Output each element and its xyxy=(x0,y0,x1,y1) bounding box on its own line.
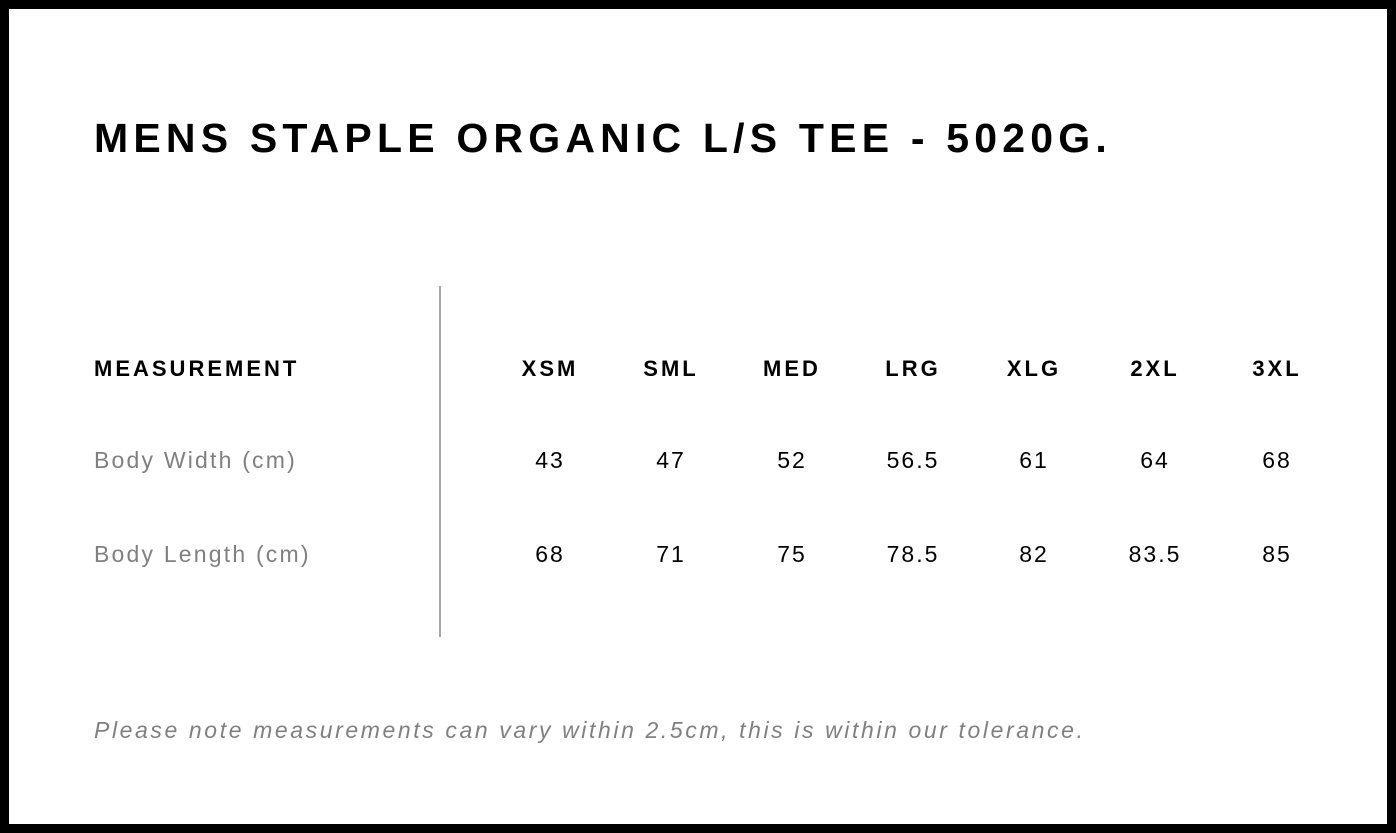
table-cell: 75 xyxy=(777,541,807,567)
page-title: MENS STAPLE ORGANIC L/S TEE - 5020G. xyxy=(94,115,1112,161)
size-header-3xl: 3XL xyxy=(1252,356,1302,381)
tolerance-note: Please note measurements can vary within… xyxy=(94,717,1086,743)
size-header-xlg: XLG xyxy=(1006,356,1062,381)
table-cell: 83.5 xyxy=(1128,541,1182,567)
table-cell: 56.5 xyxy=(886,447,940,473)
size-header-lrg: LRG xyxy=(885,356,941,381)
table-cell: 52 xyxy=(777,447,807,473)
size-header-sml: SML xyxy=(643,356,699,381)
row-label: Body Length (cm) xyxy=(94,541,311,567)
table-cell: 43 xyxy=(535,447,565,473)
table-cell: 61 xyxy=(1019,447,1049,473)
table-cell: 78.5 xyxy=(886,541,940,567)
measurement-header: MEASUREMENT xyxy=(94,356,300,381)
table-cell: 47 xyxy=(656,447,686,473)
table-cell: 71 xyxy=(656,541,686,567)
table-cell: 82 xyxy=(1019,541,1049,567)
size-header-xsm: XSM xyxy=(521,356,579,381)
column-divider xyxy=(439,286,441,637)
table-cell: 85 xyxy=(1262,541,1292,567)
size-header-2xl: 2XL xyxy=(1130,356,1180,381)
table-cell: 68 xyxy=(1262,447,1292,473)
table-cell: 68 xyxy=(535,541,565,567)
table-cell: 64 xyxy=(1140,447,1170,473)
row-label: Body Width (cm) xyxy=(94,447,297,473)
size-header-med: MED xyxy=(763,356,821,381)
size-chart-card: MENS STAPLE ORGANIC L/S TEE - 5020G. MEA… xyxy=(9,9,1387,824)
